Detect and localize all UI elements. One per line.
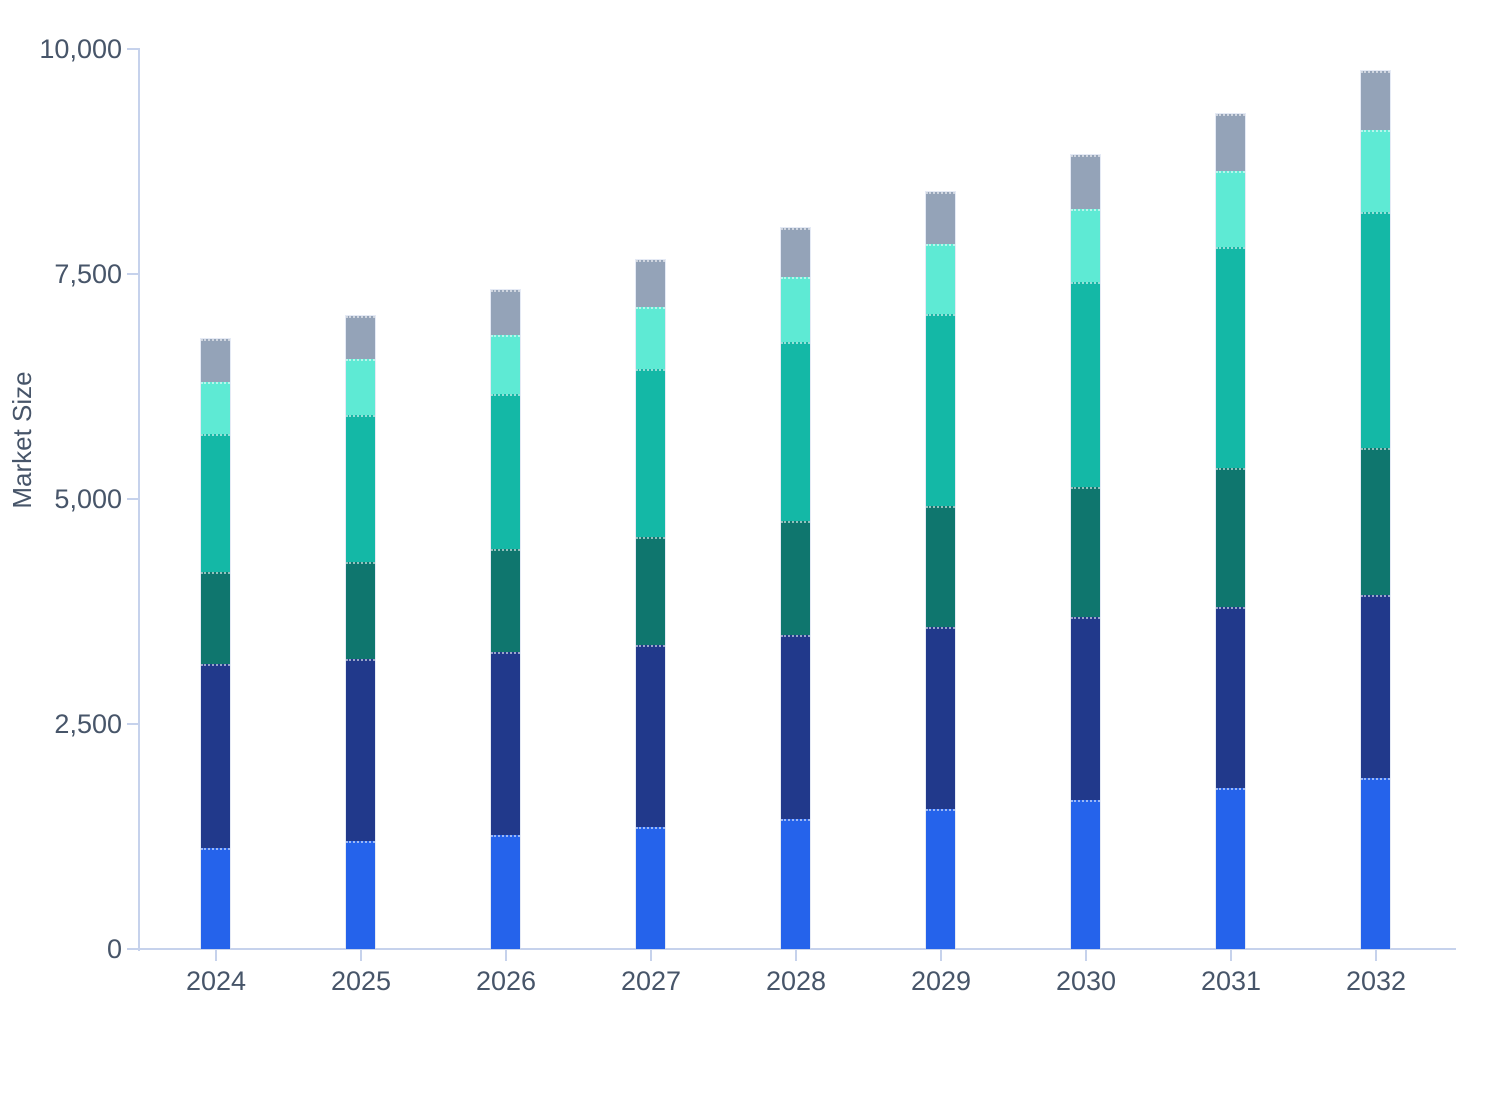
bar-2028: [781, 227, 810, 949]
x-tick-label: 2032: [1345, 966, 1407, 996]
bar-segment-2024-mint[interactable]: [201, 382, 230, 435]
bar-segment-2030-dark-teal[interactable]: [1071, 487, 1100, 618]
bar-segment-2025-blue[interactable]: [346, 840, 375, 949]
x-axis-tick: [215, 950, 217, 961]
bar-segment-2032-mint[interactable]: [1361, 129, 1390, 212]
bar-segment-2032-blue[interactable]: [1361, 777, 1390, 949]
x-axis-tick: [1085, 950, 1087, 961]
bar-segment-2027-teal[interactable]: [636, 368, 665, 538]
y-tick-label: 5,000: [54, 484, 122, 514]
x-tick-label: 2027: [620, 966, 682, 996]
bar-segment-2029-blue[interactable]: [926, 809, 955, 949]
bar-segment-2028-dark-teal[interactable]: [781, 521, 810, 635]
bar-2030: [1071, 154, 1100, 949]
bar-segment-2026-gray[interactable]: [491, 289, 520, 336]
bar-segment-2026-navy[interactable]: [491, 651, 520, 835]
bar-segment-2030-gray[interactable]: [1071, 154, 1100, 210]
x-axis-tick: [505, 950, 507, 961]
bar-segment-2030-teal[interactable]: [1071, 282, 1100, 488]
bar-segment-2026-teal[interactable]: [491, 394, 520, 550]
x-axis-tick: [650, 950, 652, 961]
x-tick-label: 2030: [1055, 966, 1117, 996]
x-axis-tick: [1375, 950, 1377, 961]
y-tick-label: 10,000: [39, 34, 122, 64]
x-tick-label: 2026: [475, 966, 537, 996]
y-tick-label: 2,500: [54, 709, 122, 739]
bar-segment-2027-dark-teal[interactable]: [636, 537, 665, 645]
bar-segment-2031-mint[interactable]: [1216, 171, 1245, 247]
bar-segment-2025-dark-teal[interactable]: [346, 561, 375, 660]
bar-segment-2024-gray[interactable]: [201, 339, 230, 382]
bar-segment-2025-teal[interactable]: [346, 415, 375, 562]
bar-segment-2024-dark-teal[interactable]: [201, 571, 230, 664]
y-axis-tick: [127, 948, 138, 950]
x-axis-tick: [360, 950, 362, 961]
x-tick-label: 2025: [330, 966, 392, 996]
bar-segment-2027-navy[interactable]: [636, 644, 665, 828]
x-tick-label: 2029: [910, 966, 972, 996]
bar-segment-2032-teal[interactable]: [1361, 211, 1390, 449]
bar-segment-2025-navy[interactable]: [346, 659, 375, 841]
bar-segment-2028-teal[interactable]: [781, 342, 810, 522]
bar-2027: [636, 259, 665, 949]
bar-segment-2027-mint[interactable]: [636, 307, 665, 369]
bar-segment-2031-gray[interactable]: [1216, 114, 1245, 172]
x-axis-tick: [795, 950, 797, 961]
y-axis-tick: [127, 723, 138, 725]
bar-segment-2026-blue[interactable]: [491, 834, 520, 949]
x-axis-tick: [940, 950, 942, 961]
bar-segment-2031-dark-teal[interactable]: [1216, 468, 1245, 607]
bar-segment-2024-teal[interactable]: [201, 434, 230, 572]
bar-2025: [346, 316, 375, 949]
bar-segment-2030-blue[interactable]: [1071, 800, 1100, 949]
bar-segment-2031-navy[interactable]: [1216, 606, 1245, 788]
bar-segment-2025-gray[interactable]: [346, 316, 375, 360]
bar-segment-2028-blue[interactable]: [781, 819, 810, 949]
bar-segment-2029-gray[interactable]: [926, 192, 955, 244]
bar-segment-2031-blue[interactable]: [1216, 787, 1245, 949]
y-axis-tick: [127, 48, 138, 50]
y-axis-tick: [127, 498, 138, 500]
bar-segment-2029-navy[interactable]: [926, 627, 955, 810]
bar-segment-2030-mint[interactable]: [1071, 209, 1100, 283]
y-tick-label: 7,500: [54, 259, 122, 289]
bar-segment-2024-blue[interactable]: [201, 848, 230, 949]
bar-segment-2028-gray[interactable]: [781, 227, 810, 277]
x-tick-label: 2024: [185, 966, 247, 996]
x-axis-tick: [1230, 950, 1232, 961]
bar-segment-2024-navy[interactable]: [201, 663, 230, 849]
bar-segment-2031-teal[interactable]: [1216, 246, 1245, 469]
y-axis-tick: [127, 273, 138, 275]
bar-segment-2027-blue[interactable]: [636, 827, 665, 949]
bar-segment-2027-gray[interactable]: [636, 259, 665, 308]
bar-2032: [1361, 70, 1390, 949]
bar-segment-2029-dark-teal[interactable]: [926, 506, 955, 628]
bar-segment-2032-dark-teal[interactable]: [1361, 448, 1390, 596]
bar-2026: [491, 289, 520, 949]
bar-segment-2032-gray[interactable]: [1361, 70, 1390, 130]
bar-segment-2028-mint[interactable]: [781, 276, 810, 343]
bar-segment-2032-navy[interactable]: [1361, 595, 1390, 778]
x-axis-line: [138, 948, 1456, 950]
bar-segment-2029-teal[interactable]: [926, 313, 955, 507]
bar-segment-2025-mint[interactable]: [346, 359, 375, 416]
bar-segment-2029-mint[interactable]: [926, 243, 955, 314]
x-tick-label: 2028: [765, 966, 827, 996]
bar-segment-2026-dark-teal[interactable]: [491, 549, 520, 652]
bar-segment-2028-navy[interactable]: [781, 634, 810, 820]
bar-segment-2026-mint[interactable]: [491, 335, 520, 395]
bar-2029: [926, 192, 955, 949]
y-axis-line: [138, 48, 140, 951]
bar-2031: [1216, 114, 1245, 949]
bar-segment-2030-navy[interactable]: [1071, 617, 1100, 801]
bar-2024: [201, 339, 230, 949]
y-tick-label: 0: [106, 934, 122, 964]
x-tick-label: 2031: [1200, 966, 1262, 996]
